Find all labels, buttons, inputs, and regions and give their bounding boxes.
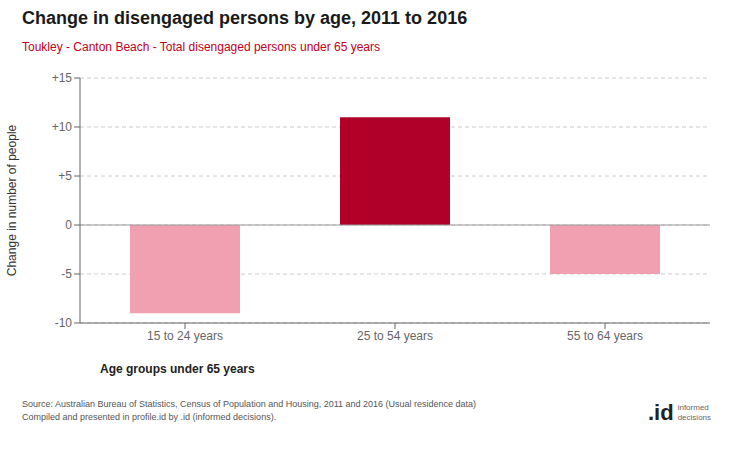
html-text:informed: informed (677, 403, 709, 412)
html-text:Compiled and presented in prof: Compiled and presented in profile.id by … (22, 412, 277, 422)
svg-text:+5: +5 (58, 169, 72, 183)
svg-text:15 to 24 years: 15 to 24 years (147, 329, 223, 343)
svg-text:Change in number of people: Change in number of people (8, 124, 19, 276)
html-text:Source: Australian Bureau of S: Source: Australian Bureau of Statistics,… (22, 399, 477, 409)
html-text:.id: .id (648, 400, 674, 425)
html-text:Change in disengaged persons b: Change in disengaged persons by age, 201… (22, 8, 468, 28)
svg-text:+15: +15 (52, 71, 73, 85)
svg-text:25 to 54 years: 25 to 54 years (357, 329, 433, 343)
svg-text:+10: +10 (52, 120, 73, 134)
html-text:Toukley - Canton Beach - Total: Toukley - Canton Beach - Total disengage… (22, 40, 380, 54)
html-text:decisions: decisions (677, 413, 711, 422)
svg-text:0: 0 (65, 218, 72, 232)
svg-text:55 to 64 years: 55 to 64 years (567, 329, 643, 343)
svg-text:-5: -5 (61, 267, 72, 281)
html-text:Age groups under 65 years: Age groups under 65 years (100, 362, 255, 376)
svg-text:-10: -10 (55, 316, 73, 330)
